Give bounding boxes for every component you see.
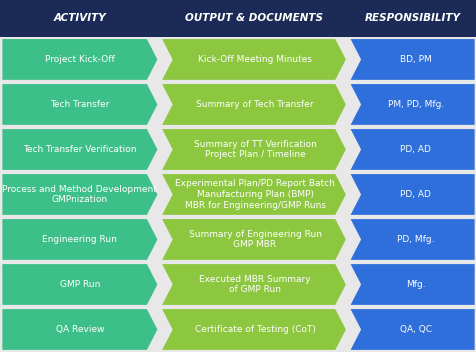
Polygon shape	[2, 84, 157, 125]
Text: QA Review: QA Review	[56, 325, 104, 334]
Polygon shape	[162, 129, 345, 170]
Text: Process and Method Development
GMPnization: Process and Method Development GMPnizati…	[2, 184, 157, 205]
Polygon shape	[2, 309, 157, 350]
Polygon shape	[2, 219, 157, 260]
Polygon shape	[162, 39, 345, 80]
Polygon shape	[162, 174, 345, 215]
Text: Summary of Tech Transfer: Summary of Tech Transfer	[196, 100, 313, 109]
Polygon shape	[350, 84, 474, 125]
Polygon shape	[350, 39, 474, 80]
Polygon shape	[0, 0, 476, 37]
Text: BD, PM: BD, PM	[399, 55, 431, 64]
Text: OUTPUT & DOCUMENTS: OUTPUT & DOCUMENTS	[185, 13, 322, 24]
Text: QA, QC: QA, QC	[399, 325, 431, 334]
Polygon shape	[162, 219, 345, 260]
Text: GMP Run: GMP Run	[60, 280, 100, 289]
Polygon shape	[162, 264, 345, 305]
Text: Certificate of Testing (CoT): Certificate of Testing (CoT)	[194, 325, 315, 334]
Text: PD, Mfg.: PD, Mfg.	[396, 235, 434, 244]
Text: PD, AD: PD, AD	[399, 190, 430, 199]
Text: PM, PD, Mfg.: PM, PD, Mfg.	[387, 100, 443, 109]
Polygon shape	[350, 264, 474, 305]
Text: Project Kick-Off: Project Kick-Off	[45, 55, 115, 64]
Polygon shape	[350, 309, 474, 350]
Polygon shape	[162, 309, 345, 350]
Polygon shape	[350, 219, 474, 260]
Text: Summary of TT Verification
Project Plan / Timeline: Summary of TT Verification Project Plan …	[193, 140, 316, 159]
Polygon shape	[2, 264, 157, 305]
Text: Executed MBR Summary
of GMP Run: Executed MBR Summary of GMP Run	[199, 275, 310, 294]
Text: Summary of Engineering Run
GMP MBR: Summary of Engineering Run GMP MBR	[188, 230, 321, 249]
Text: Tech Transfer: Tech Transfer	[50, 100, 109, 109]
Text: Experimental Plan/PD Report Batch
Manufacturing Plan (BMP)
MBR for Engineering/G: Experimental Plan/PD Report Batch Manufa…	[175, 179, 334, 210]
Text: Kick-Off Meeting Minutes: Kick-Off Meeting Minutes	[198, 55, 311, 64]
Polygon shape	[162, 84, 345, 125]
Text: PD, AD: PD, AD	[399, 145, 430, 154]
Text: RESPONSIBILITY: RESPONSIBILITY	[364, 13, 460, 24]
Polygon shape	[350, 174, 474, 215]
Text: Mfg.: Mfg.	[405, 280, 425, 289]
Text: ACTIVITY: ACTIVITY	[53, 13, 106, 24]
Text: Tech Transfer Verification: Tech Transfer Verification	[23, 145, 136, 154]
Polygon shape	[350, 129, 474, 170]
Polygon shape	[2, 174, 157, 215]
Polygon shape	[2, 39, 157, 80]
Polygon shape	[2, 129, 157, 170]
Text: Engineering Run: Engineering Run	[42, 235, 117, 244]
